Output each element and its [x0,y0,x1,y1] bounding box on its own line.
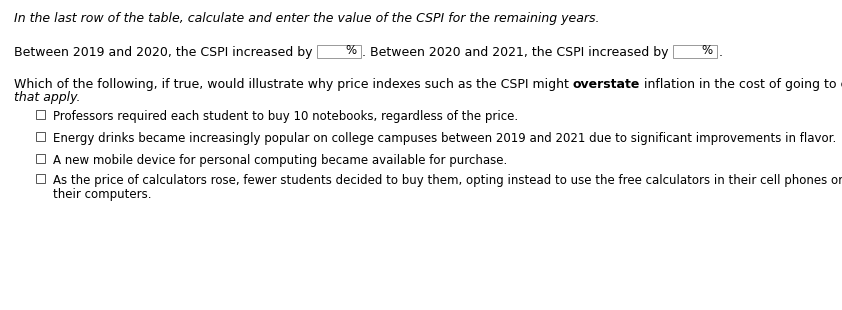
Text: that apply.: that apply. [14,91,81,104]
Text: Which of the following, if true, would illustrate why price indexes such as the : Which of the following, if true, would i… [14,78,573,91]
Text: Professors required each student to buy 10 notebooks, regardless of the price.: Professors required each student to buy … [53,110,518,123]
FancyBboxPatch shape [36,174,45,183]
Text: Energy drinks became increasingly popular on college campuses between 2019 and 2: Energy drinks became increasingly popula… [53,132,836,145]
Text: overstate: overstate [573,78,640,91]
Text: %: % [702,45,713,57]
FancyBboxPatch shape [317,45,360,58]
FancyBboxPatch shape [36,110,45,119]
Text: %: % [345,45,356,57]
Text: .: . [719,46,723,59]
FancyBboxPatch shape [673,45,717,58]
FancyBboxPatch shape [36,154,45,163]
Text: In the last row of the table, calculate and enter the value of the CSPI for the : In the last row of the table, calculate … [14,12,600,25]
Text: A new mobile device for personal computing became available for purchase.: A new mobile device for personal computi… [53,154,507,167]
Text: their computers.: their computers. [53,188,152,201]
Text: As the price of calculators rose, fewer students decided to buy them, opting ins: As the price of calculators rose, fewer … [53,174,842,187]
Text: . Between 2020 and 2021, the CSPI increased by: . Between 2020 and 2021, the CSPI increa… [363,46,673,59]
FancyBboxPatch shape [36,132,45,141]
Text: inflation in the cost of going to college?: inflation in the cost of going to colleg… [640,78,842,91]
Text: Between 2019 and 2020, the CSPI increased by: Between 2019 and 2020, the CSPI increase… [14,46,317,59]
